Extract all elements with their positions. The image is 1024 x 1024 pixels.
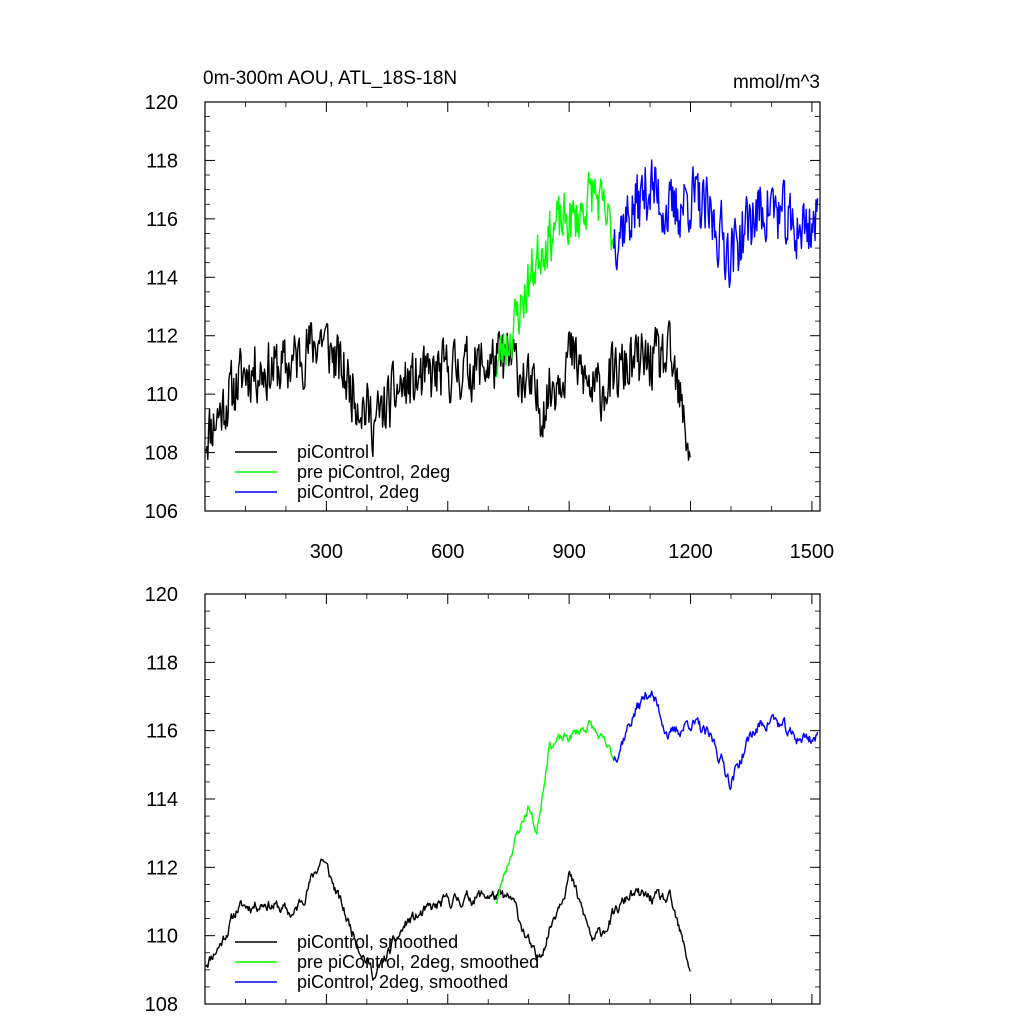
- series-line-picontrol: [204, 320, 691, 461]
- x-tick-label: 300: [310, 541, 343, 563]
- y-tick-label: 118: [146, 150, 178, 172]
- y-tick-label: 108: [145, 994, 178, 1016]
- y-tick-label: 112: [146, 326, 178, 348]
- x-tick-label: 1200: [668, 541, 713, 563]
- y-tick-label: 112: [146, 857, 178, 879]
- top-panel-title: 0m-300m AOU, ATL_18S-18N: [203, 68, 457, 89]
- top-panel-units: mmol/m^3: [733, 72, 820, 93]
- bottom-legend-label-pre-picontrol-2deg-smoothed: pre piControl, 2deg, smoothed: [297, 952, 539, 972]
- y-tick-label: 120: [145, 584, 178, 606]
- series-line-picontrol-2deg-smoothed: [613, 690, 819, 791]
- x-tick-label: 1500: [790, 541, 835, 563]
- bottom-legend-label-picontrol-2deg-smoothed: piControl, 2deg, smoothed: [297, 972, 508, 992]
- y-tick-label: 118: [146, 652, 178, 674]
- y-tick-label: 120: [145, 92, 178, 114]
- y-tick-label: 114: [146, 267, 178, 289]
- bottom-panel-axes: 108 110 112 114 116 118 120: [145, 584, 821, 1016]
- top-panel-axes: 106 108 110 112 114 116 118 120 300 600 900 1200 150…: [145, 92, 835, 563]
- bottom-panel-series: [205, 690, 819, 981]
- series-line-pre-picontrol-2deg-smoothed: [495, 720, 615, 904]
- top-panel: 0m-300m AOU, ATL_18S-18N mmol/m^3 piCont…: [145, 68, 835, 563]
- bottom-panel-legend: piControl, smoothed pre piControl, 2deg,…: [235, 932, 539, 992]
- top-legend-label-picontrol-2deg: piControl, 2deg: [297, 482, 419, 502]
- series-line-picontrol-2deg: [613, 159, 819, 288]
- x-tick-label: 900: [552, 541, 585, 563]
- top-panel-series: [204, 159, 819, 461]
- series-line-pre-picontrol-2deg: [495, 171, 615, 378]
- bottom-panel: piControl, smoothed pre piControl, 2deg,…: [145, 584, 821, 1016]
- y-tick-label: 116: [146, 209, 178, 231]
- top-panel-legend: piControl pre piControl, 2deg piControl,…: [235, 442, 450, 502]
- series-line-picontrol-smoothed: [205, 858, 691, 981]
- y-tick-label: 116: [146, 721, 178, 743]
- y-tick-label: 108: [145, 443, 178, 465]
- y-tick-label: 110: [146, 384, 178, 406]
- bottom-legend-label-picontrol-smoothed: piControl, smoothed: [297, 932, 458, 952]
- top-legend-label-picontrol: piControl: [297, 442, 369, 462]
- top-legend-label-pre-picontrol-2deg: pre piControl, 2deg: [297, 462, 450, 482]
- y-tick-label: 110: [146, 926, 178, 948]
- y-tick-label: 106: [145, 501, 178, 523]
- y-tick-label: 114: [146, 789, 178, 811]
- x-tick-label: 600: [431, 541, 464, 563]
